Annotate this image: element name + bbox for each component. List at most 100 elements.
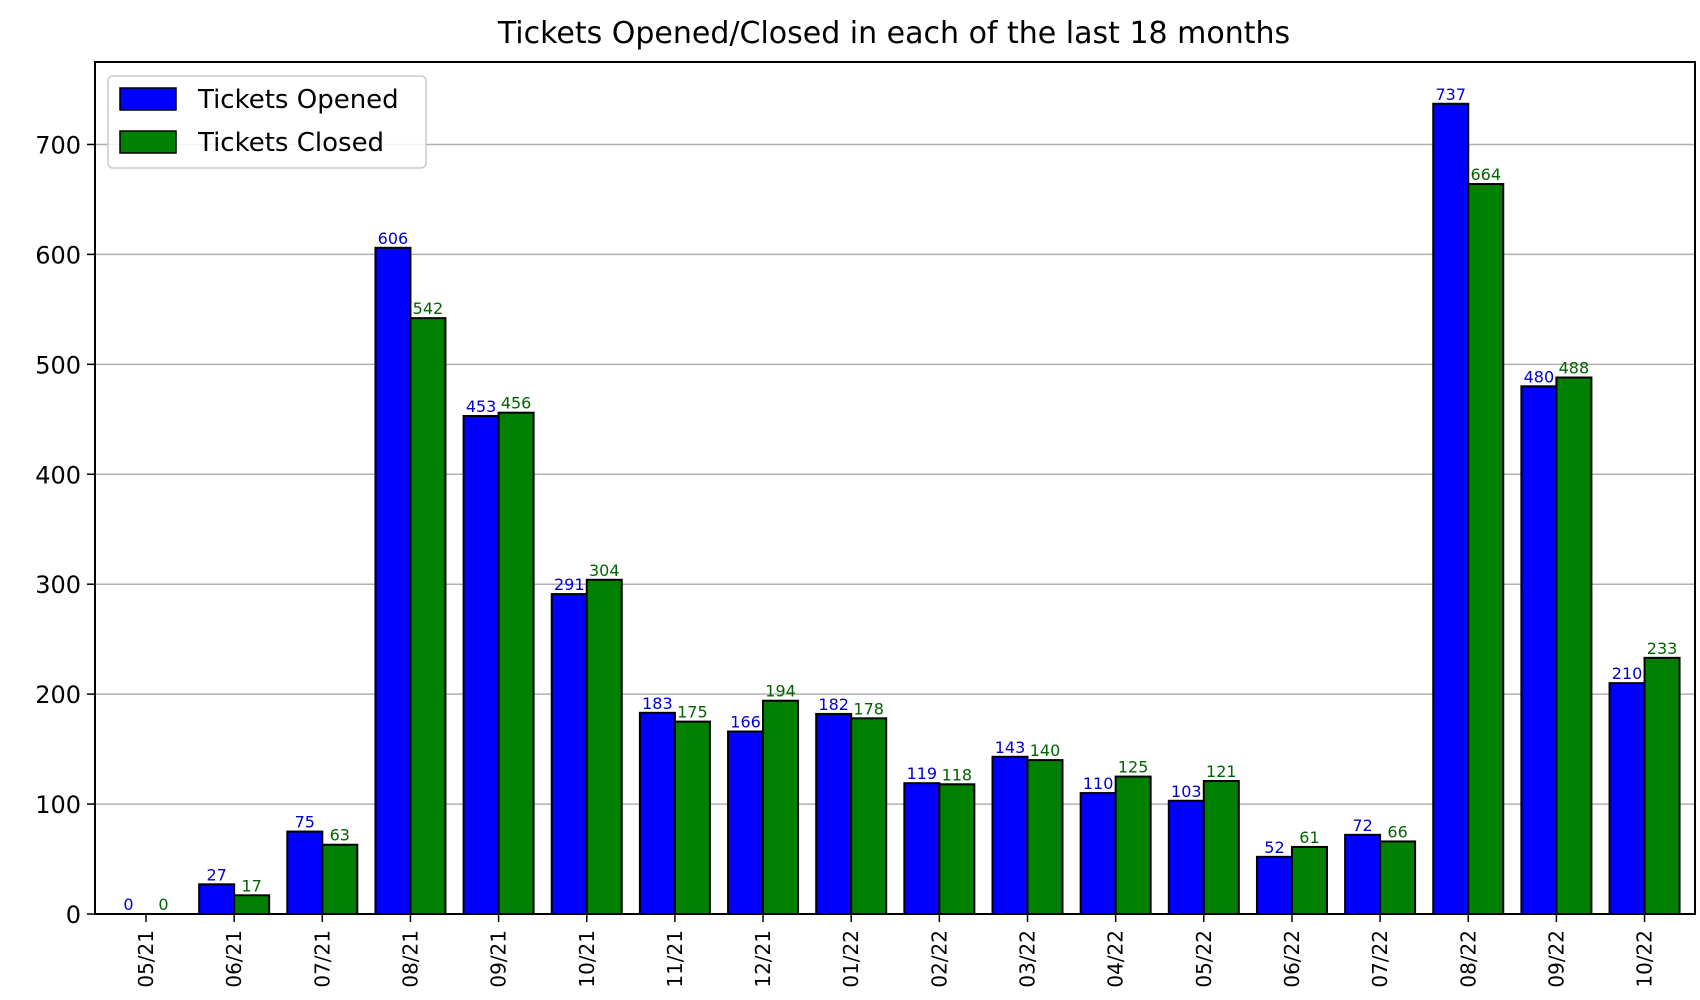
value-label-opened: 143 [995, 738, 1026, 757]
value-label-opened: 606 [378, 229, 409, 248]
y-tick-label: 200 [35, 681, 81, 709]
value-label-opened: 103 [1171, 782, 1202, 801]
y-tick-label: 300 [35, 571, 81, 599]
x-tick-label: 04/22 [1104, 930, 1128, 988]
x-tick-label: 10/21 [575, 930, 599, 988]
bar-opened [374, 246, 412, 916]
x-axis: 05/21 06/21 07/21 08/21 09/21 10/21 11/21 12/21… [134, 914, 1657, 988]
value-label-closed: 456 [501, 394, 532, 413]
x-tick-label: 03/22 [1016, 930, 1040, 988]
value-label-closed: 233 [1647, 639, 1678, 658]
x-tick-label: 12/21 [751, 930, 775, 988]
value-label-opened: 291 [554, 575, 585, 594]
value-label-closed: 61 [1299, 828, 1319, 847]
value-label-opened: 119 [907, 764, 938, 783]
bar-closed [585, 578, 623, 915]
x-tick-label: 09/21 [487, 930, 511, 988]
value-label-closed: 118 [942, 765, 973, 784]
x-tick-label: 05/21 [134, 930, 158, 988]
bar-opened [198, 883, 236, 916]
y-tick-label: 500 [35, 351, 81, 379]
value-label-opened: 75 [295, 813, 315, 832]
bar-opened [462, 414, 500, 915]
value-label-opened: 182 [818, 695, 849, 714]
x-tick-label: 07/22 [1368, 930, 1392, 988]
value-label-closed: 125 [1118, 758, 1149, 777]
plot-frame [94, 61, 1696, 915]
chart-title: Tickets Opened/Closed in each of the las… [497, 16, 1290, 51]
value-label-opened: 183 [642, 694, 673, 713]
legend-swatch-opened [119, 87, 177, 111]
x-tick-label: 01/22 [839, 930, 863, 988]
bar-closed [1643, 656, 1681, 916]
value-label-opened: 110 [1083, 774, 1114, 793]
value-label-closed: 63 [330, 826, 350, 845]
bar-opened [991, 755, 1029, 915]
x-tick-label: 08/22 [1456, 930, 1480, 988]
value-label-closed: 542 [413, 299, 444, 318]
value-label-opened: 210 [1612, 664, 1643, 683]
x-tick-label: 10/22 [1633, 930, 1657, 988]
bar-value-labels: 0 27 75 606 453 291 183 166 182 119 143 110 103 52 72 7… [123, 85, 1677, 914]
bar-opened [550, 593, 588, 916]
y-tick-label: 700 [35, 131, 81, 159]
value-label-closed: 0 [158, 895, 168, 914]
x-tick-label: 08/21 [398, 930, 422, 988]
bar-closed [673, 720, 711, 916]
bar-closed [1555, 376, 1593, 915]
value-label-closed: 178 [853, 699, 884, 718]
bar-opened [903, 782, 941, 915]
value-label-opened: 27 [206, 865, 226, 884]
value-label-opened: 480 [1524, 367, 1555, 386]
legend-box [107, 75, 427, 169]
bar-closed [233, 894, 271, 916]
bar-closed [1379, 840, 1417, 915]
bar-closed [497, 411, 535, 915]
bar-opened [1344, 833, 1382, 915]
legend-label-closed: Tickets Closed [197, 128, 384, 158]
bar-closed [1026, 759, 1064, 916]
value-label-opened: 737 [1435, 85, 1466, 104]
bar-closed [850, 717, 888, 915]
value-label-opened: 166 [730, 713, 761, 732]
bar-closed [1202, 779, 1240, 916]
x-tick-label: 02/22 [927, 930, 951, 988]
bar-closed [938, 783, 976, 915]
x-tick-label: 06/21 [222, 930, 246, 988]
y-axis: 0 100 200 300 400 500 600 700 [35, 131, 95, 929]
bar-opened [1520, 385, 1558, 915]
bar-opened [727, 730, 765, 915]
x-tick-label: 06/22 [1280, 930, 1304, 988]
bar-closed [1290, 845, 1328, 915]
bar-opened [638, 711, 676, 915]
bar-closed [762, 699, 800, 915]
legend-swatch-closed [119, 130, 177, 154]
bar-opened [1255, 855, 1293, 916]
y-tick-label: 0 [66, 901, 81, 929]
value-label-closed: 194 [765, 682, 796, 701]
y-tick-label: 400 [35, 461, 81, 489]
value-label-closed: 17 [241, 876, 261, 895]
x-tick-label: 11/21 [663, 930, 687, 988]
bar-closed [1467, 183, 1505, 915]
value-label-opened: 453 [466, 397, 497, 416]
bar-closed [409, 317, 447, 916]
bar-closed [1114, 775, 1152, 915]
value-label-opened: 0 [123, 895, 133, 914]
value-label-closed: 140 [1030, 741, 1061, 760]
bars [198, 102, 1681, 916]
value-label-closed: 121 [1206, 762, 1237, 781]
x-tick-label: 05/22 [1192, 930, 1216, 988]
legend-label-opened: Tickets Opened [197, 85, 399, 115]
bar-opened [286, 830, 324, 916]
bar-opened [1432, 102, 1470, 915]
bar-opened [815, 712, 853, 915]
bar-opened [1167, 799, 1205, 916]
value-label-closed: 66 [1387, 822, 1407, 841]
value-label-opened: 72 [1352, 816, 1372, 835]
value-label-closed: 175 [677, 703, 708, 722]
x-tick-label: 07/21 [310, 930, 334, 988]
value-label-closed: 664 [1470, 165, 1501, 184]
bar-opened [1608, 682, 1646, 916]
